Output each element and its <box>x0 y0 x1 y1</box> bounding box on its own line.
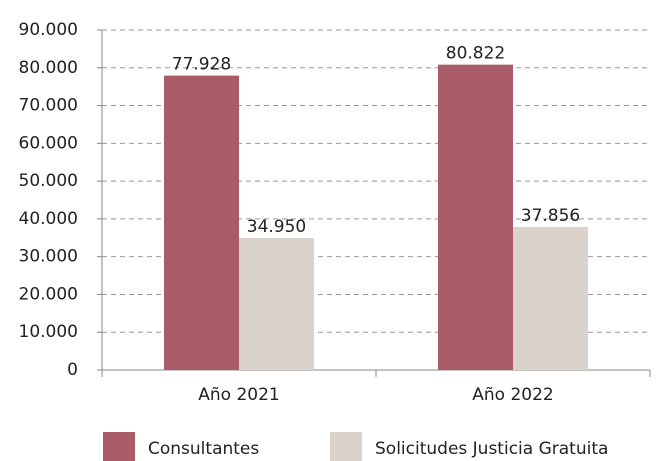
legend-swatch <box>103 432 135 461</box>
value-label: 34.950 <box>247 217 306 237</box>
bar <box>513 226 588 370</box>
value-label: 80.822 <box>446 44 505 64</box>
bar <box>164 75 239 370</box>
y-tick-label: 60.000 <box>19 133 78 153</box>
legend-swatch <box>330 432 362 461</box>
legend-label: Solicitudes Justicia Gratuita <box>375 439 608 459</box>
y-tick-label: 80.000 <box>19 58 78 78</box>
y-tick-label: 40.000 <box>19 209 78 229</box>
value-label: 77.928 <box>172 55 231 75</box>
legend-label: Consultantes <box>148 439 259 459</box>
x-tick-label: Año 2021 <box>198 385 279 405</box>
bar <box>438 64 513 370</box>
y-tick-label: 70.000 <box>19 96 78 116</box>
y-tick-label: 20.000 <box>19 284 78 304</box>
y-tick-label: 50.000 <box>19 171 78 191</box>
value-label: 37.856 <box>521 206 580 226</box>
bar <box>239 237 314 370</box>
x-tick-label: Año 2022 <box>472 385 553 405</box>
y-tick-label: 90.000 <box>19 20 78 40</box>
y-tick-label: 0 <box>67 360 78 380</box>
y-tick-label: 10.000 <box>19 322 78 342</box>
y-tick-label: 30.000 <box>19 247 78 267</box>
